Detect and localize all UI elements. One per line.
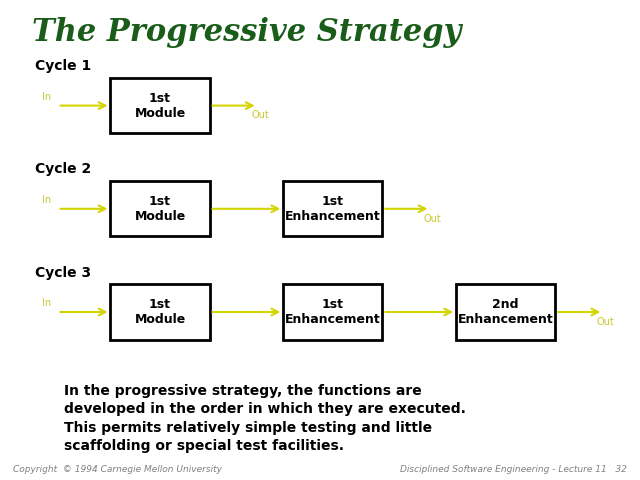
FancyBboxPatch shape [283,181,383,237]
Text: Copyright  © 1994 Carnegie Mellon University: Copyright © 1994 Carnegie Mellon Univers… [13,465,222,474]
Text: 1st
Enhancement: 1st Enhancement [285,298,381,326]
Text: In: In [42,92,51,102]
Text: In the progressive strategy, the functions are
developed in the order in which t: In the progressive strategy, the functio… [64,384,466,453]
FancyBboxPatch shape [110,78,210,133]
Text: 1st
Module: 1st Module [134,195,186,223]
Text: 1st
Module: 1st Module [134,92,186,120]
Text: 1st
Module: 1st Module [134,298,186,326]
Text: Cycle 1: Cycle 1 [35,59,92,73]
Text: Out: Out [252,110,269,120]
Text: In: In [42,298,51,308]
FancyBboxPatch shape [283,284,383,340]
Text: Cycle 2: Cycle 2 [35,162,92,177]
Text: In: In [42,195,51,205]
Text: Out: Out [424,214,442,224]
FancyBboxPatch shape [456,284,556,340]
Text: Cycle 3: Cycle 3 [35,265,92,279]
Text: Out: Out [596,317,614,327]
FancyBboxPatch shape [110,181,210,237]
Text: Disciplined Software Engineering - Lecture 11   32: Disciplined Software Engineering - Lectu… [401,465,627,474]
FancyBboxPatch shape [110,284,210,340]
Text: 1st
Enhancement: 1st Enhancement [285,195,381,223]
Text: 2nd
Enhancement: 2nd Enhancement [458,298,554,326]
Text: The Progressive Strategy: The Progressive Strategy [32,17,461,48]
